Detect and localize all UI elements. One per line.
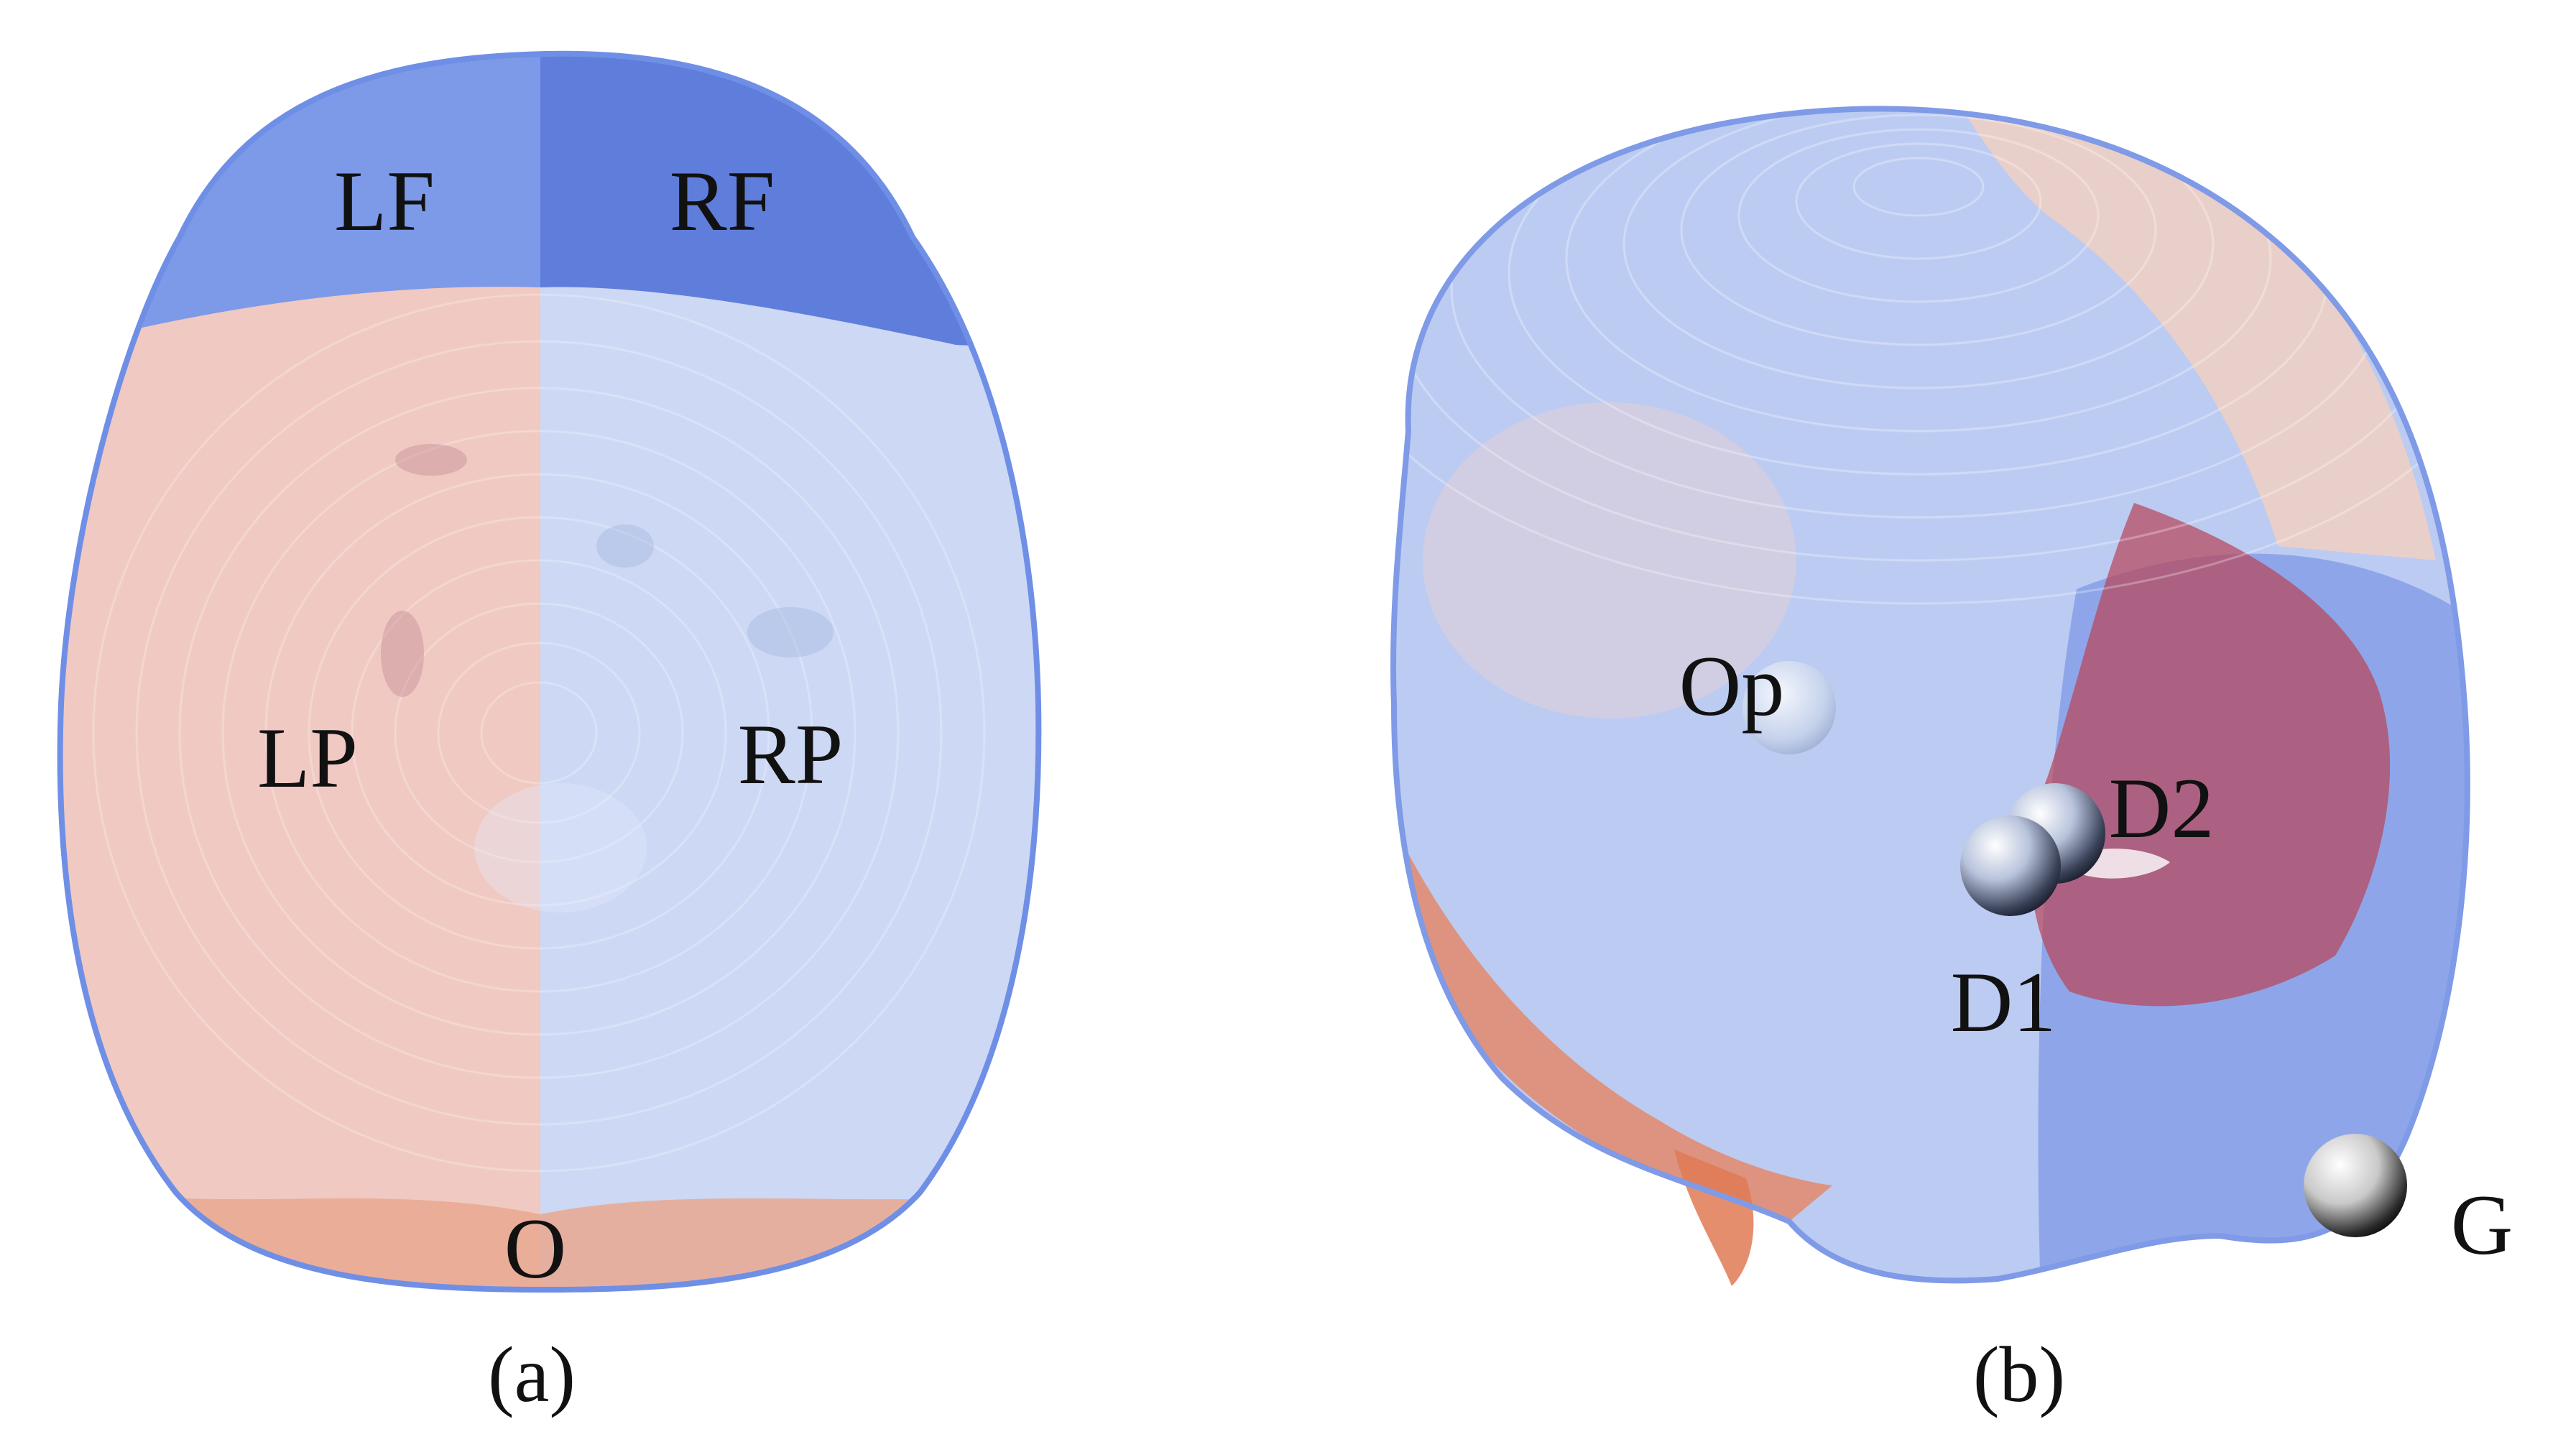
g-landmark-sphere — [2304, 1134, 2407, 1237]
contour-rings — [60, 53, 1039, 1290]
skull-top-view-figure: LF RF LP RP O (a) — [57, 50, 1042, 1418]
panel-b-oblique-view: Op D2 D1 G (b) — [1286, 0, 2576, 1442]
label-o: O — [504, 1201, 567, 1296]
contour-rings-oblique — [1393, 108, 2467, 1281]
caption-a: (a) — [488, 1331, 576, 1418]
panel-a-top-view: LF RF LP RP O (a) — [0, 0, 1286, 1442]
skull-shell-oblique — [1393, 108, 2467, 1281]
label-g: G — [2451, 1177, 2513, 1272]
label-op: Op — [1679, 638, 1785, 734]
caption-b: (b) — [1973, 1331, 2065, 1418]
label-lp: LP — [257, 710, 358, 805]
op-landmark-sphere — [1742, 661, 1836, 754]
label-d1: D1 — [1951, 954, 2056, 1050]
label-rp: RP — [738, 706, 844, 802]
skull-outline — [57, 50, 1042, 1293]
label-rf: RF — [670, 153, 775, 249]
label-d2: D2 — [2109, 760, 2215, 856]
label-lf: LF — [334, 153, 435, 249]
inner-features — [381, 444, 834, 912]
d1-landmark-sphere — [1960, 815, 2061, 916]
skull-oblique-view-figure: Op D2 D1 G (b) — [1390, 106, 2513, 1418]
